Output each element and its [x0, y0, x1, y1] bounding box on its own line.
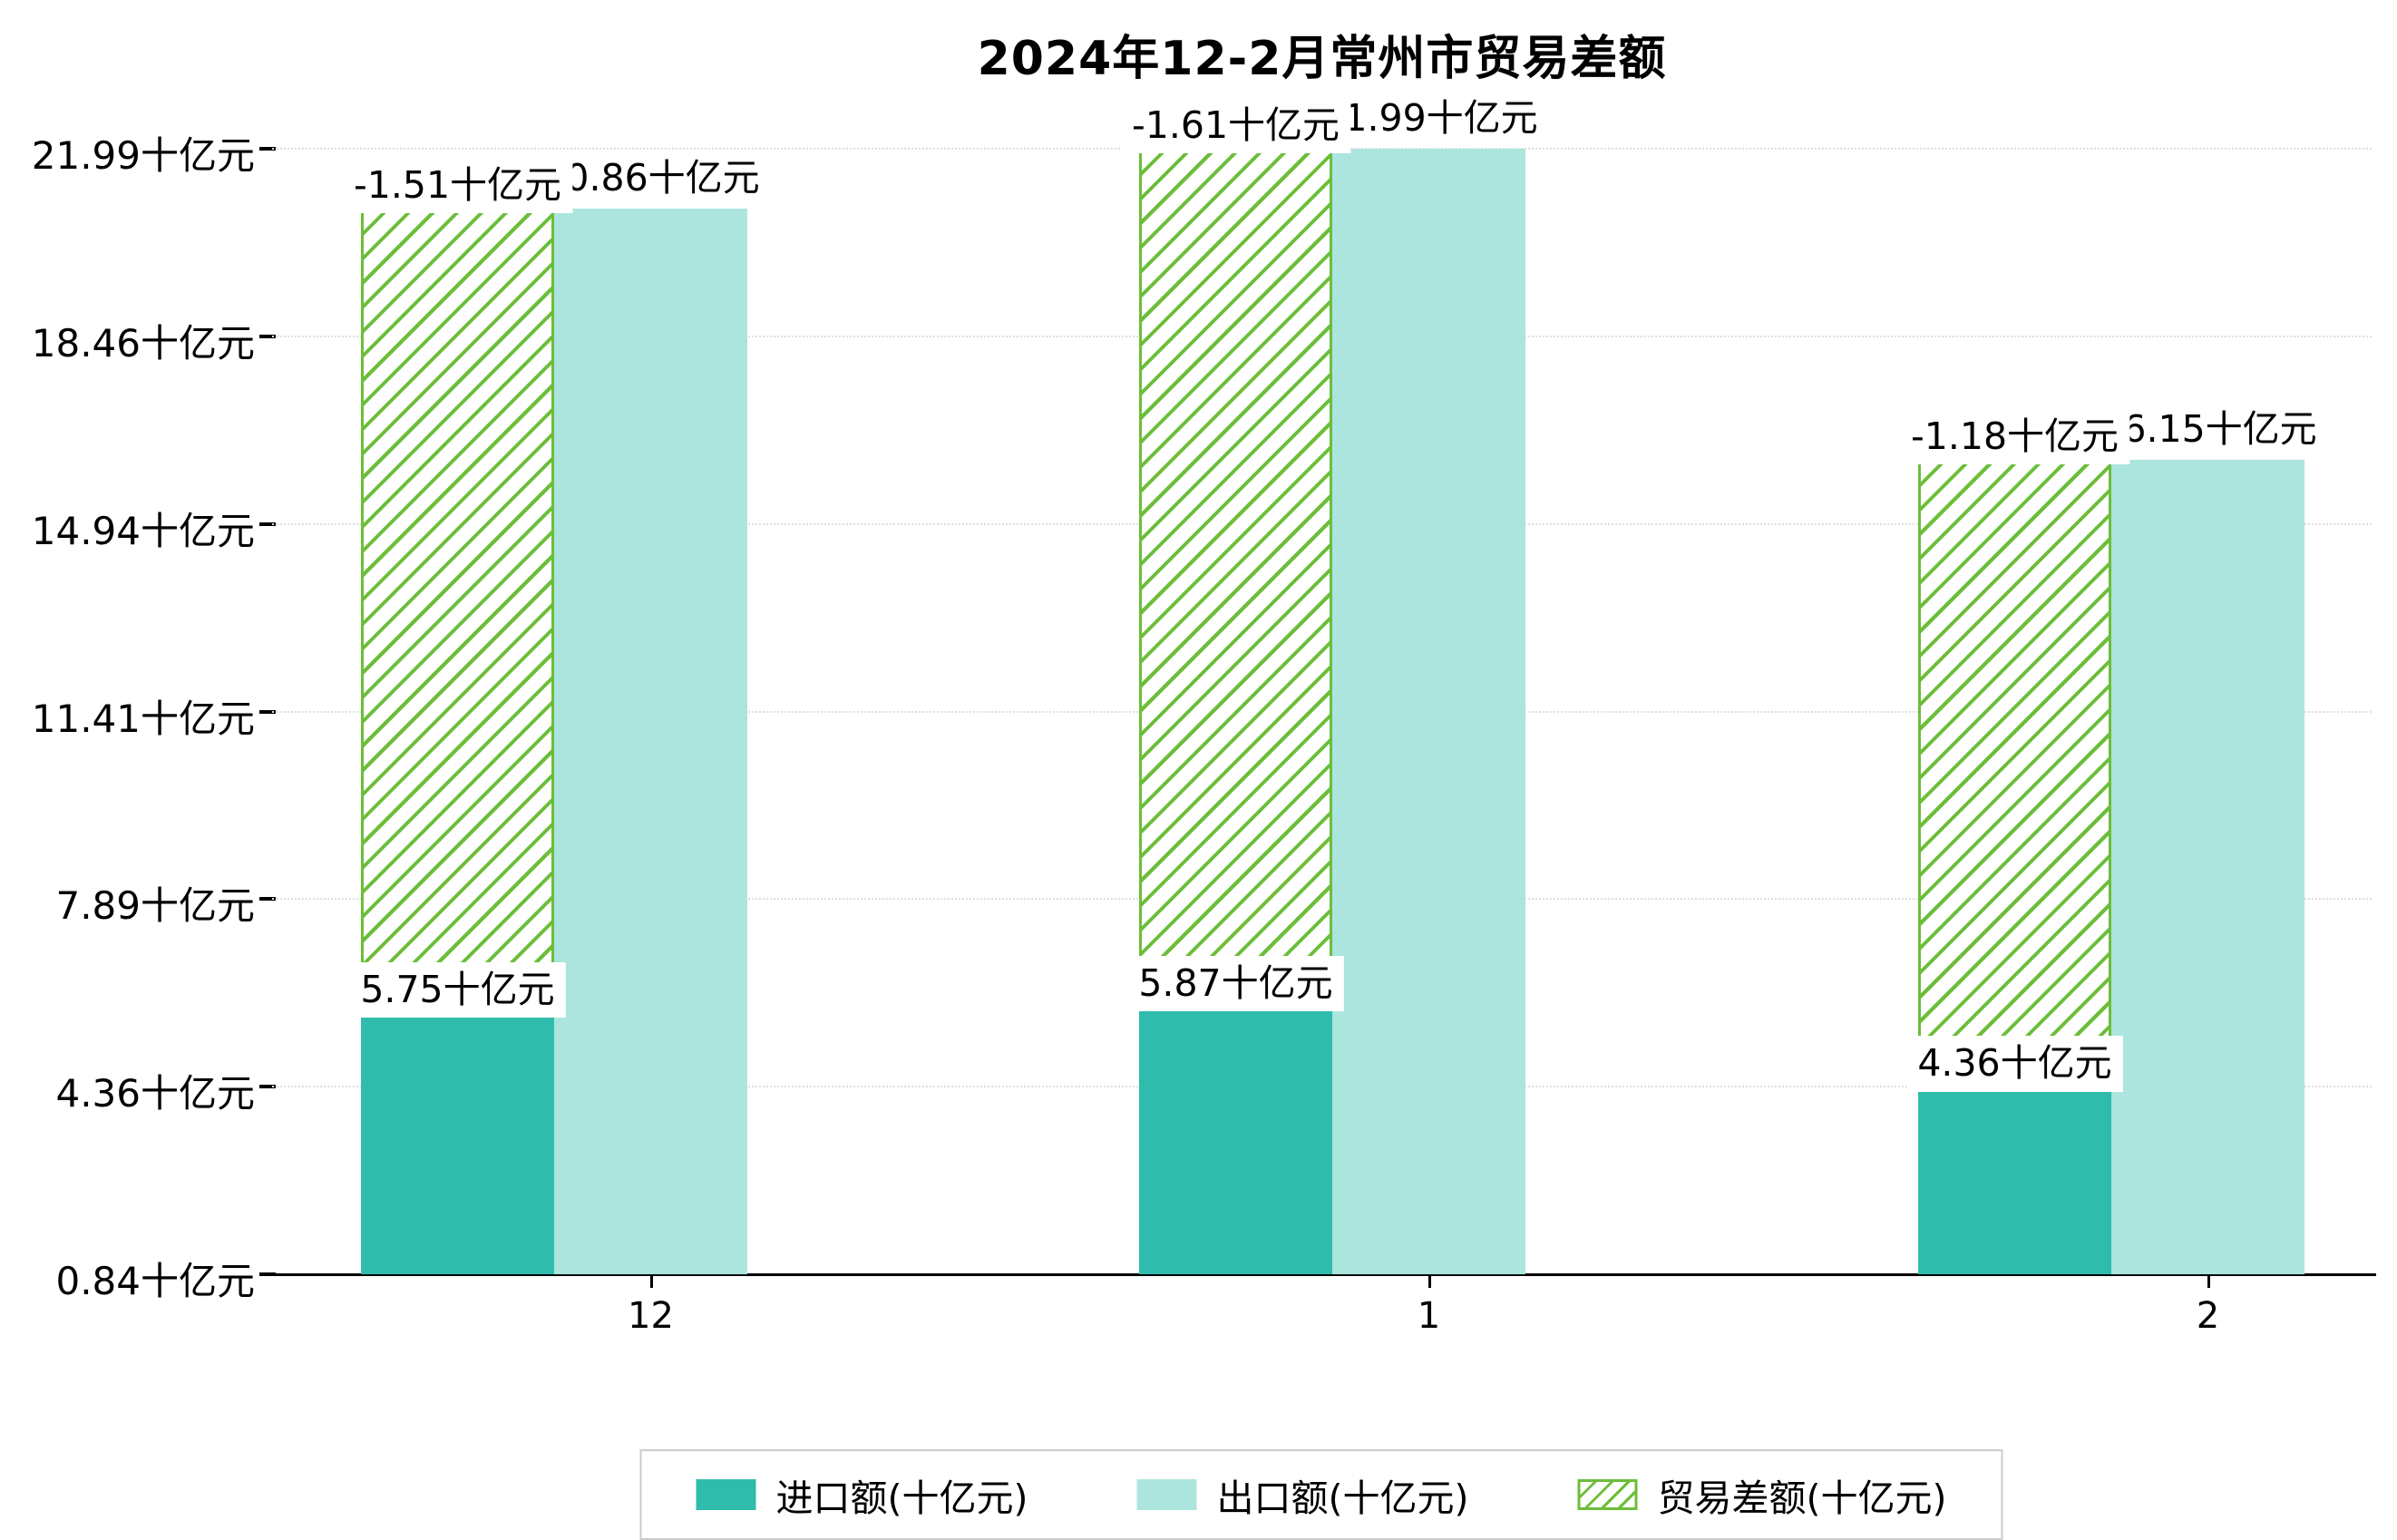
import-bar [1918, 1087, 2111, 1274]
legend: 进口额(十亿元) 出口额(十亿元) 贸易差额(十亿元) [639, 1449, 2003, 1540]
legend-item-export: 出口额(十亿元) [1136, 1467, 1469, 1522]
legend-label-balance: 贸易差额(十亿元) [1657, 1477, 1947, 1520]
import-value-label: 5.87十亿元 [1127, 955, 1344, 1012]
y-tick-label: 0.84十亿元 [55, 1259, 255, 1303]
legend-label-import: 进口额(十亿元) [775, 1477, 1028, 1520]
x-tick-label: 12 [628, 1295, 674, 1337]
trade-balance-bar [361, 209, 554, 1013]
y-tick-dash [259, 335, 276, 339]
trade-balance-value-label: -1.51十亿元 [342, 158, 573, 214]
import-value-label: 4.36十亿元 [1906, 1036, 2123, 1092]
y-tick-label: 4.36十亿元 [55, 1071, 255, 1116]
y-tick-dash [259, 709, 276, 714]
y-tick-label: 21.99十亿元 [31, 133, 255, 178]
export-swatch [1136, 1479, 1197, 1510]
export-bar [554, 209, 747, 1274]
x-tick-mark [649, 1275, 653, 1288]
y-tick-dash [259, 147, 276, 151]
import-bar [361, 1012, 554, 1274]
legend-item-balance: 贸易差额(十亿元) [1577, 1467, 1947, 1522]
x-tick-mark [1427, 1275, 1431, 1288]
trade-balance-swatch [1577, 1479, 1638, 1510]
trade-balance-value-label: -1.18十亿元 [1899, 408, 2130, 464]
x-tick-mark [2207, 1275, 2210, 1288]
y-tick-dash [259, 897, 276, 902]
export-bar [2111, 459, 2304, 1274]
trade-balance-bar [1139, 149, 1332, 1007]
import-swatch [696, 1479, 756, 1510]
trade-balance-value-label: -1.61十亿元 [1120, 98, 1351, 154]
x-axis-line [263, 1273, 2376, 1276]
y-tick-dash [259, 521, 276, 526]
y-tick-dash [259, 1085, 276, 1089]
x-tick-label: 2 [2196, 1295, 2220, 1337]
import-value-label: 5.75十亿元 [349, 961, 566, 1019]
legend-label-export: 出口额(十亿元) [1216, 1477, 1469, 1520]
y-tick-label: 14.94十亿元 [31, 508, 255, 553]
chart-title: 2024年12-2月常州市贸易差额 [977, 32, 1667, 86]
x-tick-label: 1 [1417, 1295, 1441, 1337]
trade-balance-bar [1918, 459, 2111, 1087]
y-tick-label: 11.41十亿元 [31, 696, 255, 741]
y-tick-label: 7.89十亿元 [55, 883, 255, 929]
legend-item-import: 进口额(十亿元) [696, 1467, 1028, 1522]
y-tick-label: 18.46十亿元 [31, 321, 255, 366]
export-bar [1332, 149, 1525, 1274]
import-bar [1139, 1006, 1332, 1274]
